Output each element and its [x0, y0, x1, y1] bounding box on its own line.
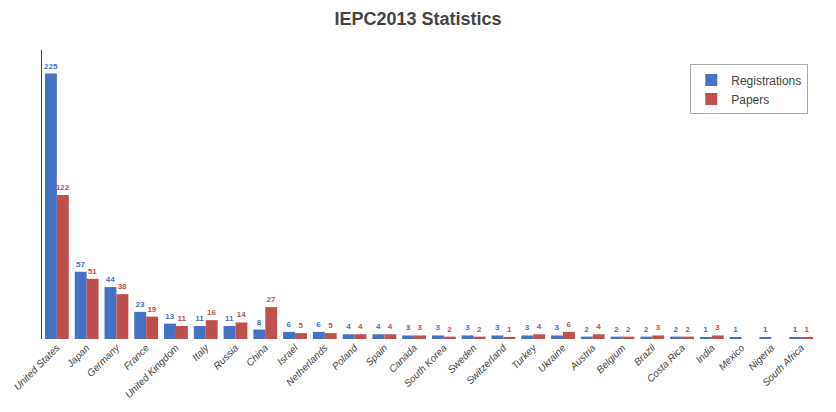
svg-text:23: 23: [136, 300, 145, 309]
svg-text:Israel: Israel: [275, 342, 301, 368]
svg-text:2: 2: [685, 325, 690, 334]
svg-text:2: 2: [614, 325, 619, 334]
svg-text:1: 1: [805, 325, 810, 334]
svg-text:3: 3: [406, 323, 411, 332]
svg-text:Italy: Italy: [190, 341, 211, 362]
svg-text:6: 6: [316, 320, 321, 329]
svg-text:Belgium: Belgium: [594, 342, 627, 375]
svg-text:6: 6: [566, 320, 571, 329]
svg-text:8: 8: [257, 318, 262, 327]
svg-text:2: 2: [626, 325, 631, 334]
svg-text:13: 13: [165, 312, 174, 321]
svg-text:United States: United States: [12, 342, 62, 392]
svg-text:Brazil: Brazil: [632, 342, 658, 368]
svg-text:51: 51: [88, 267, 97, 276]
svg-text:France: France: [121, 342, 151, 372]
svg-text:44: 44: [106, 275, 115, 284]
svg-text:122: 122: [56, 183, 70, 192]
svg-text:Netherlands: Netherlands: [284, 342, 330, 388]
svg-text:Sweden: Sweden: [445, 342, 479, 376]
svg-text:225: 225: [44, 62, 58, 71]
svg-text:3: 3: [525, 323, 530, 332]
svg-text:2: 2: [477, 325, 482, 334]
svg-text:1: 1: [703, 325, 708, 334]
svg-text:5: 5: [298, 321, 303, 330]
svg-text:Japan: Japan: [64, 342, 92, 370]
svg-text:Switzerland: Switzerland: [464, 342, 509, 387]
svg-text:2: 2: [584, 325, 589, 334]
svg-text:2: 2: [447, 325, 452, 334]
svg-text:Austria: Austria: [567, 342, 598, 373]
svg-text:Spain: Spain: [363, 342, 389, 368]
svg-text:11: 11: [177, 314, 186, 323]
svg-text:1: 1: [793, 325, 798, 334]
svg-text:1: 1: [733, 325, 738, 334]
svg-text:1: 1: [763, 325, 768, 334]
svg-text:3: 3: [435, 323, 440, 332]
svg-text:United Kingdom: United Kingdom: [123, 342, 181, 400]
svg-text:Mexico: Mexico: [716, 342, 746, 372]
svg-text:Turkey: Turkey: [509, 341, 539, 371]
svg-text:Russia: Russia: [211, 342, 241, 372]
svg-text:1: 1: [507, 325, 512, 334]
svg-text:27: 27: [267, 295, 276, 304]
svg-text:Papers: Papers: [731, 93, 769, 107]
svg-text:19: 19: [147, 305, 156, 314]
svg-text:4: 4: [376, 322, 381, 331]
svg-text:3: 3: [656, 323, 661, 332]
svg-text:Nigeria: Nigeria: [746, 342, 776, 372]
svg-text:Costa Rica: Costa Rica: [645, 342, 688, 385]
svg-text:2: 2: [644, 325, 649, 334]
svg-text:3: 3: [418, 323, 423, 332]
svg-text:4: 4: [537, 322, 542, 331]
svg-text:3: 3: [465, 323, 470, 332]
svg-text:3: 3: [715, 323, 720, 332]
svg-text:4: 4: [358, 322, 363, 331]
svg-text:6: 6: [287, 320, 292, 329]
svg-text:IEPC2013 Statistics: IEPC2013 Statistics: [334, 9, 501, 29]
svg-text:4: 4: [346, 322, 351, 331]
svg-text:11: 11: [195, 314, 204, 323]
svg-text:14: 14: [237, 310, 246, 319]
svg-text:Germany: Germany: [85, 341, 123, 379]
svg-text:China: China: [244, 342, 271, 369]
svg-text:3: 3: [555, 323, 560, 332]
svg-text:16: 16: [207, 308, 216, 317]
svg-text:South Korea: South Korea: [402, 342, 449, 389]
svg-text:11: 11: [225, 314, 234, 323]
svg-text:Ukraine: Ukraine: [536, 342, 568, 374]
svg-text:5: 5: [328, 321, 333, 330]
svg-text:2: 2: [674, 325, 679, 334]
svg-text:Canada: Canada: [387, 342, 420, 375]
svg-text:3: 3: [495, 323, 500, 332]
svg-text:38: 38: [118, 282, 127, 291]
svg-text:57: 57: [76, 260, 85, 269]
svg-text:Registrations: Registrations: [731, 74, 801, 88]
svg-text:4: 4: [596, 322, 601, 331]
svg-text:India: India: [694, 342, 717, 365]
svg-text:4: 4: [388, 322, 393, 331]
svg-text:South Africa: South Africa: [760, 342, 806, 388]
svg-text:Poland: Poland: [330, 342, 360, 372]
